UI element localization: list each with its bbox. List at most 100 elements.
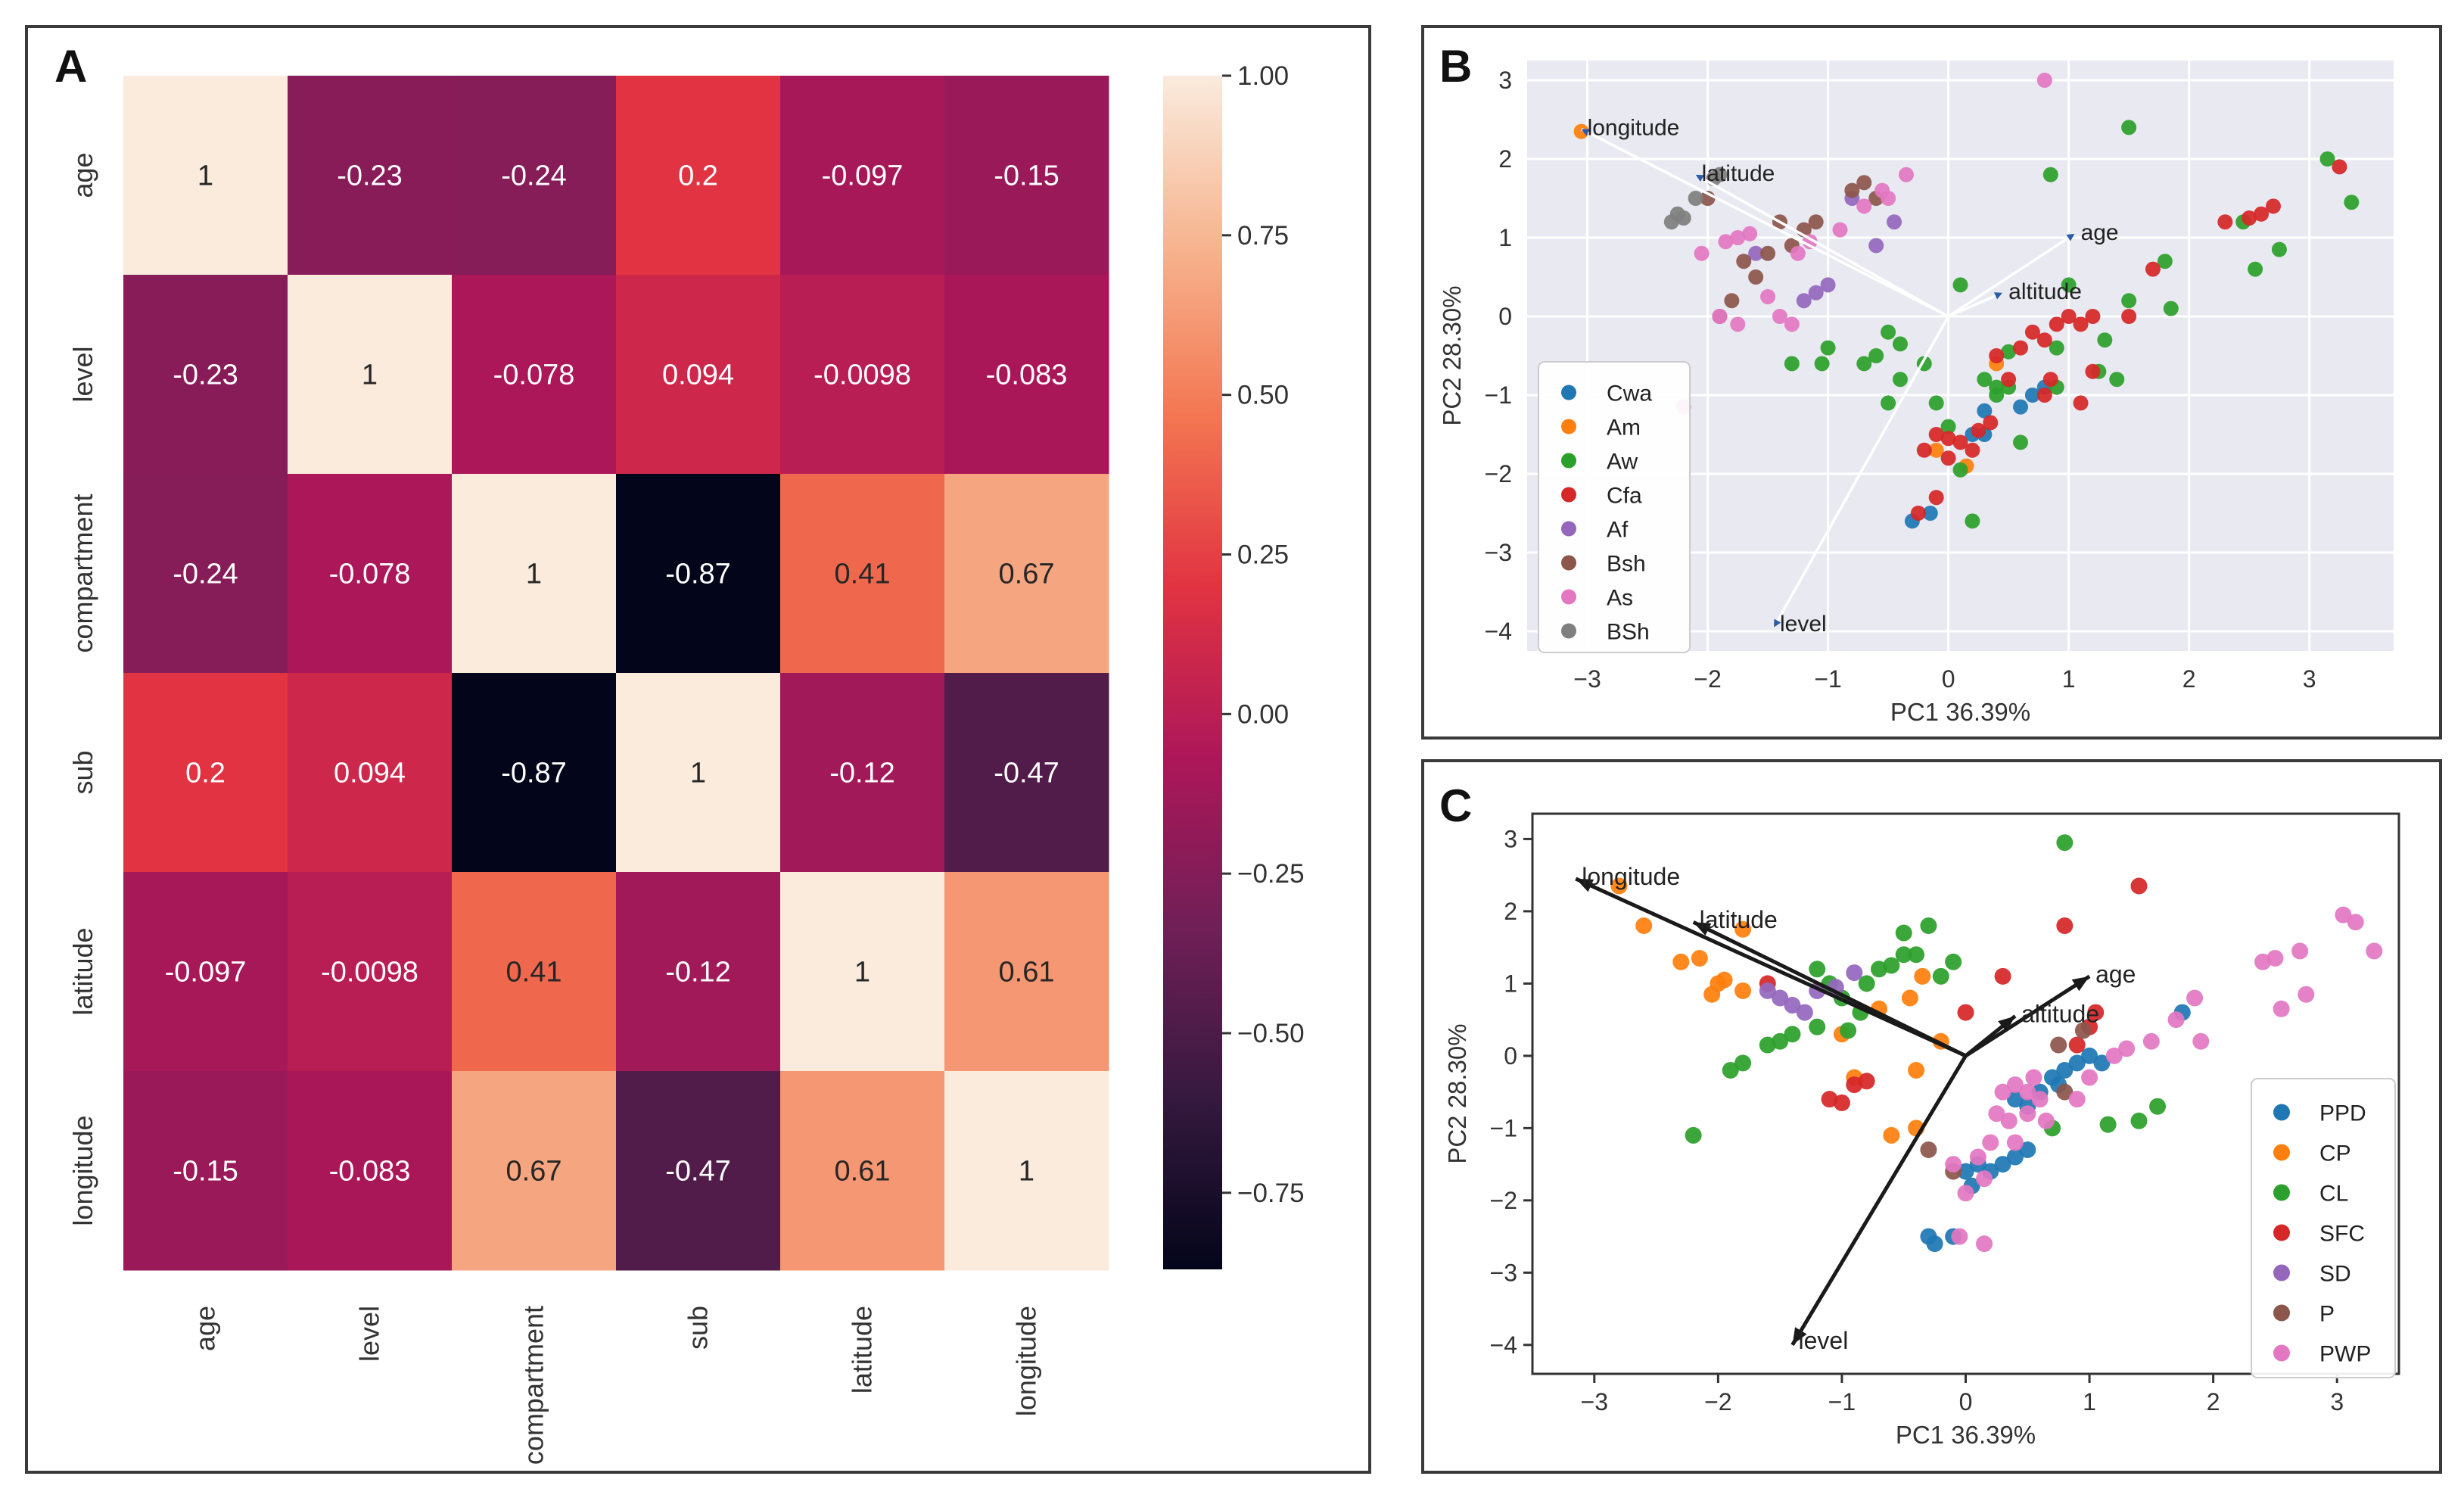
heatmap-cell — [452, 275, 617, 475]
data-point-as — [1790, 245, 1806, 261]
loading-label: age — [2081, 220, 2119, 245]
data-point-p — [2056, 1083, 2074, 1101]
heatmap-cell — [123, 872, 288, 1072]
heatmap-cell — [780, 673, 945, 873]
loading-label: age — [2095, 961, 2136, 988]
data-point-aw — [1820, 340, 1836, 356]
heatmap-cell — [123, 1071, 288, 1271]
data-point-as — [1730, 230, 1746, 245]
heatmap-cell-label: 1 — [1019, 1156, 1034, 1188]
data-point-cl — [1772, 1032, 1789, 1050]
loading-label: longitude — [1588, 115, 1680, 140]
colorbar-tick-label: −0.75 — [1237, 1179, 1305, 1208]
data-point-pwp — [2006, 1134, 2024, 1151]
data-point-sd — [1784, 997, 1801, 1014]
legend-marker — [1561, 623, 1576, 639]
data-point-cp — [1703, 986, 1721, 1003]
legend-marker — [1561, 487, 1576, 503]
y-axis-label: PC2 28.30% — [1438, 285, 1466, 425]
data-point-pwp — [2000, 1112, 2018, 1129]
heatmap-cell-label: -0.12 — [829, 758, 895, 789]
data-point-pwp — [1988, 1105, 2005, 1123]
y-tick-label: 2 — [1498, 145, 1512, 173]
heatmap-cell — [616, 1071, 781, 1271]
legend-marker — [1561, 453, 1576, 469]
panel-a: A 1 -0.23 -0.24 0.2 -0.097 -0.15 -0.23 1 -0.078 0… — [25, 25, 1371, 1474]
data-point-pwp — [1969, 1148, 1986, 1166]
data-point-aw — [2163, 301, 2179, 316]
data-point-pwp — [1951, 1228, 1968, 1245]
y-tick-label: −1 — [1485, 381, 1512, 409]
heatmap-cell — [288, 275, 453, 475]
panel-a-label: A — [54, 41, 87, 92]
heatmap-cell-label: 1 — [362, 360, 378, 391]
heatmap-cell-label: 0.67 — [506, 1156, 562, 1188]
x-tick-label: 3 — [2303, 665, 2316, 693]
data-point-cfa — [2049, 316, 2064, 332]
data-point-pwp — [1976, 1235, 1993, 1253]
pca-biplot-b: −3 −2 −1 0 1 2 3 3 2 1 0 −1 −2 −3 −4 PC1 36.39% PC2 28.3… — [1438, 61, 2394, 726]
panel-c: C −3 −2 −1 0 1 2 3 3 2 1 0 −1 −2 −3 −4 PC1 36.39% PC2 28… — [1421, 759, 2442, 1474]
heatmap-col-label: level — [354, 1306, 385, 1362]
x-tick-label: 1 — [2083, 1388, 2096, 1415]
loading-label: latitude — [1700, 906, 1778, 933]
colorbar — [1163, 76, 1222, 1269]
data-point-as — [1760, 289, 1776, 304]
heatmap-cell — [616, 673, 781, 873]
data-point-sfc — [2068, 1036, 2086, 1054]
panel-b: B −3 −2 −1 0 1 2 3 3 2 1 0 −1 −2 −3 −4 PC1 36.39% PC2 28… — [1421, 25, 2442, 740]
loading-arrow — [1947, 291, 2003, 318]
data-point-ppd — [1994, 1156, 2011, 1173]
heatmap-cell-label: 1 — [690, 758, 706, 789]
data-point-aw — [1928, 395, 1944, 411]
data-point-af — [1748, 245, 1764, 261]
heatmap-cell — [123, 474, 288, 674]
data-point-aw — [1856, 356, 1872, 372]
data-point-cp — [1883, 1126, 1900, 1144]
loading-arrow — [1580, 127, 1949, 318]
legend-marker — [1561, 589, 1576, 605]
heatmap-col-label: longitude — [1011, 1306, 1042, 1416]
heatmap-cell — [123, 275, 288, 475]
data-point-p — [2074, 1022, 2092, 1039]
data-point-bsh — [1760, 245, 1776, 261]
data-point-am — [1928, 442, 1944, 458]
colorbar-tick-label: 0.25 — [1237, 540, 1289, 569]
data-point-ppd — [2081, 1047, 2098, 1064]
data-point-pwp — [2266, 949, 2284, 967]
x-tick-label: −2 — [1704, 1388, 1731, 1415]
data-point-pwp — [1945, 1156, 1962, 1173]
loading-arrow — [1694, 173, 1949, 318]
data-point-aw — [2013, 434, 2029, 450]
heatmap-cell-label: -0.87 — [665, 559, 731, 590]
data-point-pwp — [2081, 1069, 2098, 1086]
data-point-aw — [2042, 167, 2058, 182]
data-point-cfa — [1940, 431, 1956, 447]
heatmap-cell — [944, 275, 1109, 475]
heatmap-row-label: age — [67, 152, 98, 198]
data-point-cfa — [1983, 415, 1999, 431]
data-point-cfa — [2061, 309, 2077, 324]
data-point-as — [1772, 309, 1787, 324]
data-point-cfa — [1928, 490, 1944, 506]
data-point-as — [1874, 182, 1890, 198]
legend-label: Cwa — [1607, 381, 1652, 406]
data-point-cfa — [1971, 422, 1986, 438]
data-point-cl — [1734, 1054, 1752, 1072]
data-point-aw — [2344, 195, 2360, 210]
legend-marker — [2273, 1104, 2290, 1121]
data-point-pwp — [2019, 1083, 2036, 1101]
x-tick-label: 2 — [2207, 1388, 2220, 1415]
loading-arrow — [1692, 920, 1967, 1058]
data-point-cfa — [1940, 450, 1956, 466]
heatmap-cell — [780, 1071, 945, 1271]
legend-label: Af — [1607, 518, 1629, 543]
data-point-cfa — [2242, 210, 2257, 226]
data-point-cfa — [2265, 198, 2281, 214]
y-tick-label: −2 — [1485, 460, 1512, 487]
data-point-af — [1887, 214, 1902, 230]
heatmap-cell-label: -0.097 — [165, 957, 247, 989]
heatmap-cell — [780, 872, 945, 1072]
x-tick-label: 0 — [1942, 665, 1955, 693]
heatmap-cell — [944, 474, 1109, 674]
